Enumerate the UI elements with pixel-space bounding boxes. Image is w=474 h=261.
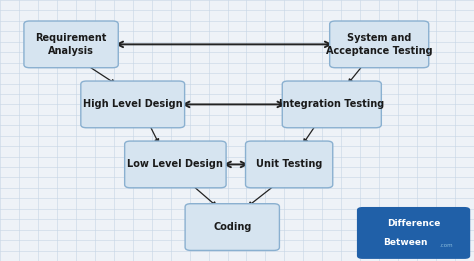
Text: Integration Testing: Integration Testing — [279, 99, 384, 109]
Text: Difference: Difference — [387, 219, 440, 228]
FancyBboxPatch shape — [282, 81, 381, 128]
Text: Coding: Coding — [213, 222, 251, 232]
Text: Unit Testing: Unit Testing — [256, 159, 322, 169]
FancyBboxPatch shape — [24, 21, 119, 68]
FancyBboxPatch shape — [185, 204, 279, 251]
Text: .com: .com — [439, 243, 453, 248]
FancyBboxPatch shape — [81, 81, 185, 128]
FancyBboxPatch shape — [330, 21, 428, 68]
Text: Requirement
Analysis: Requirement Analysis — [36, 33, 107, 56]
Text: Between: Between — [383, 239, 428, 247]
Text: System and
Acceptance Testing: System and Acceptance Testing — [326, 33, 432, 56]
FancyBboxPatch shape — [125, 141, 226, 188]
FancyBboxPatch shape — [357, 207, 470, 259]
Text: High Level Design: High Level Design — [83, 99, 182, 109]
Text: Low Level Design: Low Level Design — [128, 159, 223, 169]
FancyBboxPatch shape — [246, 141, 333, 188]
